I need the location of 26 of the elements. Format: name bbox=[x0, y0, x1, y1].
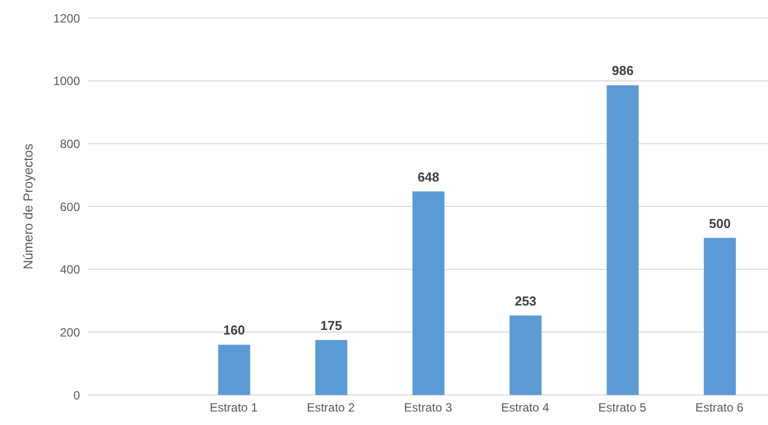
y-tick-label: 1200 bbox=[53, 11, 80, 26]
x-tick-label: Estrato 4 bbox=[501, 400, 550, 415]
y-tick-label: 0 bbox=[73, 388, 80, 402]
x-tick-label: Estrato 2 bbox=[306, 400, 356, 415]
bar bbox=[412, 191, 444, 395]
bar bbox=[218, 344, 250, 395]
x-tick-label: Estrato 6 bbox=[695, 400, 744, 415]
y-tick-label: 800 bbox=[60, 136, 80, 151]
bar bbox=[510, 316, 542, 395]
data-label: 175 bbox=[320, 318, 342, 334]
x-tick-label: Estrato 5 bbox=[598, 400, 647, 415]
y-axis-title: Número de Proyectos bbox=[20, 143, 36, 270]
bar bbox=[704, 238, 736, 395]
y-tick-label: 200 bbox=[60, 325, 80, 340]
data-label: 160 bbox=[223, 322, 245, 338]
y-tick-label: 1000 bbox=[53, 74, 80, 88]
data-label: 500 bbox=[709, 216, 731, 231]
data-label: 648 bbox=[418, 169, 440, 184]
y-tick-label: 400 bbox=[60, 262, 80, 277]
data-label: 253 bbox=[514, 294, 536, 309]
x-tick-label: Estrato 3 bbox=[404, 400, 452, 415]
data-label: 986 bbox=[612, 63, 634, 78]
bar bbox=[315, 340, 348, 395]
bar bbox=[606, 85, 639, 395]
y-tick-label: 600 bbox=[60, 200, 80, 214]
x-tick-label: Estrato 1 bbox=[210, 400, 258, 415]
